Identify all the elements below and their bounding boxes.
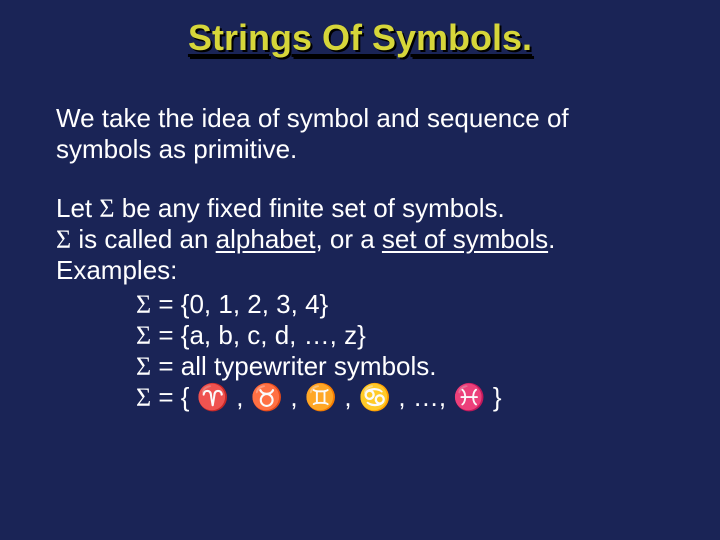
example-2: Σ = {a, b, c, d, …, z} <box>136 320 664 351</box>
sigma-symbol: Σ <box>99 194 114 223</box>
example-1: Σ = {0, 1, 2, 3, 4} <box>136 289 664 320</box>
example-3-text: = all typewriter symbols. <box>151 351 436 381</box>
example-3: Σ = all typewriter symbols. <box>136 351 664 382</box>
text-called: is called an <box>71 224 216 254</box>
text-let: Let <box>56 193 99 223</box>
example-4-text: = { ♈ , ♉ , ♊ , ♋ , …, ♓ } <box>151 382 501 412</box>
example-4: Σ = { ♈ , ♉ , ♊ , ♋ , …, ♓ } <box>136 382 664 413</box>
text-period: . <box>548 224 555 254</box>
term-set-of-symbols: set of symbols <box>382 224 548 254</box>
examples-list: Σ = {0, 1, 2, 3, 4} Σ = {a, b, c, d, …, … <box>56 289 664 414</box>
paragraph-definitions: Let Σ be any fixed finite set of symbols… <box>56 193 664 413</box>
definition-line-1: Let Σ be any fixed finite set of symbols… <box>56 193 664 224</box>
text-be-any: be any fixed finite set of symbols. <box>115 193 505 223</box>
slide-title: Strings Of Symbols. <box>0 0 720 58</box>
example-1-text: = {0, 1, 2, 3, 4} <box>151 289 328 319</box>
sigma-symbol: Σ <box>136 290 151 319</box>
examples-label: Examples: <box>56 255 664 286</box>
sigma-symbol: Σ <box>136 352 151 381</box>
slide-body: We take the idea of symbol and sequence … <box>0 103 720 414</box>
sigma-symbol: Σ <box>136 321 151 350</box>
example-2-text: = {a, b, c, d, …, z} <box>151 320 366 350</box>
sigma-symbol: Σ <box>56 225 71 254</box>
paragraph-intro: We take the idea of symbol and sequence … <box>56 103 664 165</box>
term-alphabet: alphabet <box>216 224 316 254</box>
definition-line-2: Σ is called an alphabet, or a set of sym… <box>56 224 664 255</box>
sigma-symbol: Σ <box>136 383 151 412</box>
text-or-a: , or a <box>315 224 381 254</box>
